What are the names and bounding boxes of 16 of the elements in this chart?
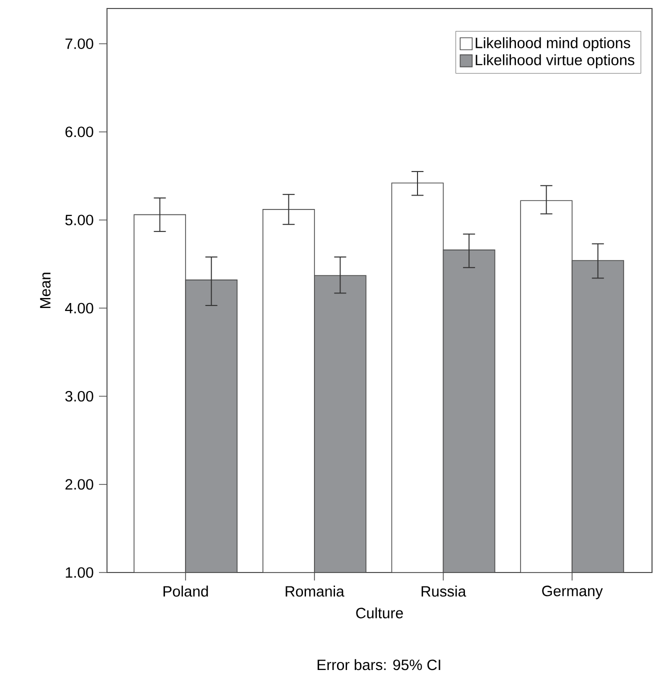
legend-label: Likelihood mind options (476, 37, 630, 52)
y-tick-label: 6.00 (66, 126, 94, 138)
y-tick-label: 3.00 (65, 390, 94, 402)
text: Error bars: 95% CI (318, 659, 440, 670)
x-tick-label: Poland (164, 586, 208, 597)
y-tick-label: 5.00 (65, 214, 94, 226)
y-tick-label: 1.00 (66, 567, 94, 578)
y-tick-label: 2.00 (65, 479, 94, 490)
legend-label: Likelihood virtue options (476, 54, 634, 68)
y-tick-label: 4.00 (65, 302, 94, 314)
x-tick-label: Russia (422, 586, 466, 597)
x-tick-label: Romania (286, 586, 344, 597)
x-axis-title: Culture (356, 607, 403, 618)
x-tick-label: Germany (542, 586, 603, 600)
y-axis-title: Mean (40, 272, 51, 308)
y-tick-label: 7.00 (66, 38, 94, 50)
